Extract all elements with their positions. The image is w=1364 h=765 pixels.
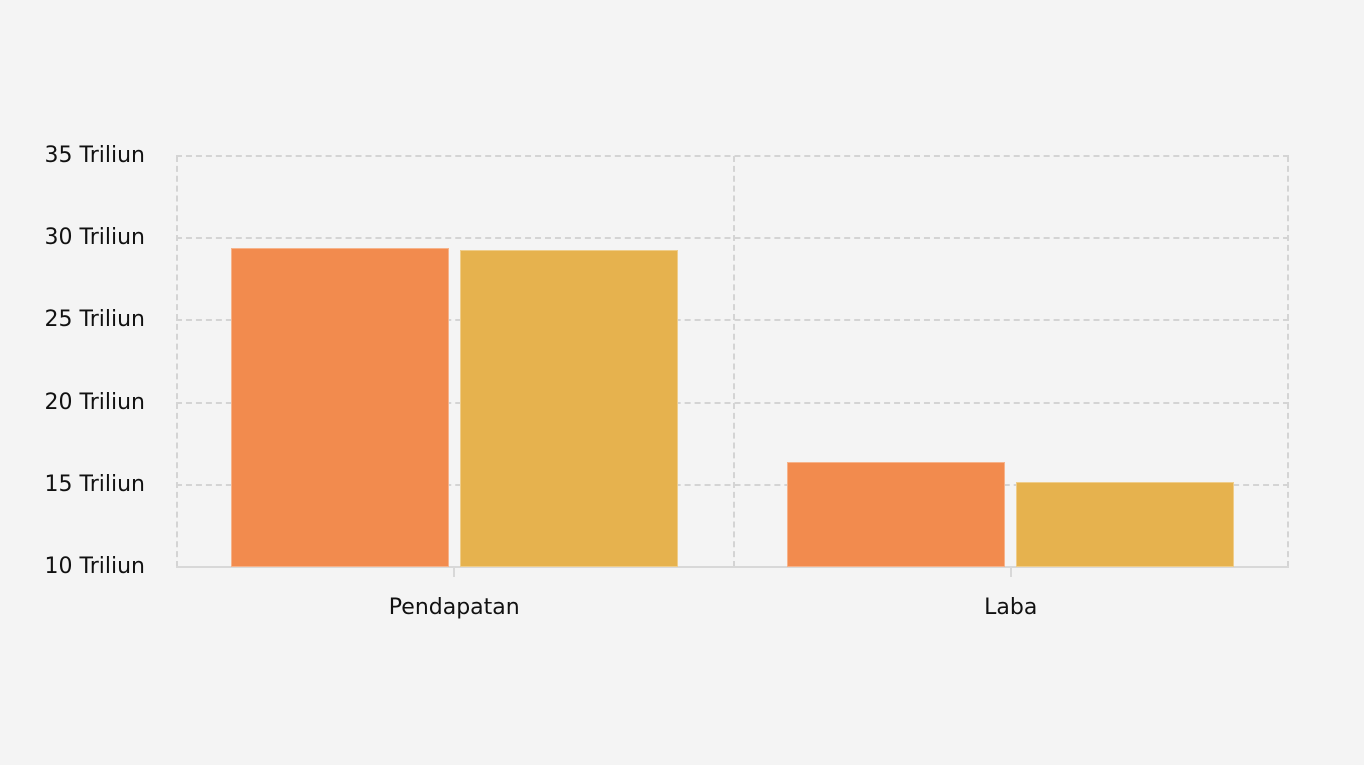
x-tick <box>453 567 456 577</box>
x-category-label: Laba <box>984 595 1038 620</box>
y-tick-label: 30 Triliun <box>44 225 145 251</box>
bar-pendapatan-series-2[interactable] <box>459 249 678 567</box>
y-tick-label: 10 Triliun <box>44 554 145 579</box>
gridline-vertical <box>1287 156 1289 567</box>
x-category-label: Pendapatan <box>388 595 520 620</box>
x-tick <box>1009 567 1012 577</box>
bar-laba-series-1[interactable] <box>787 461 1006 567</box>
y-tick-label: 15 Triliun <box>44 471 145 497</box>
gridline-vertical <box>732 156 735 567</box>
bar-pendapatan-series-1[interactable] <box>230 248 449 567</box>
y-tick-label: 35 Triliun <box>44 143 145 168</box>
gridline-vertical <box>176 156 178 567</box>
bar-laba-series-2[interactable] <box>1016 481 1235 567</box>
y-tick-label: 25 Triliun <box>44 307 145 333</box>
x-axis-line <box>176 566 1289 568</box>
plot-area <box>176 155 1289 568</box>
y-tick-label: 20 Triliun <box>44 389 145 415</box>
